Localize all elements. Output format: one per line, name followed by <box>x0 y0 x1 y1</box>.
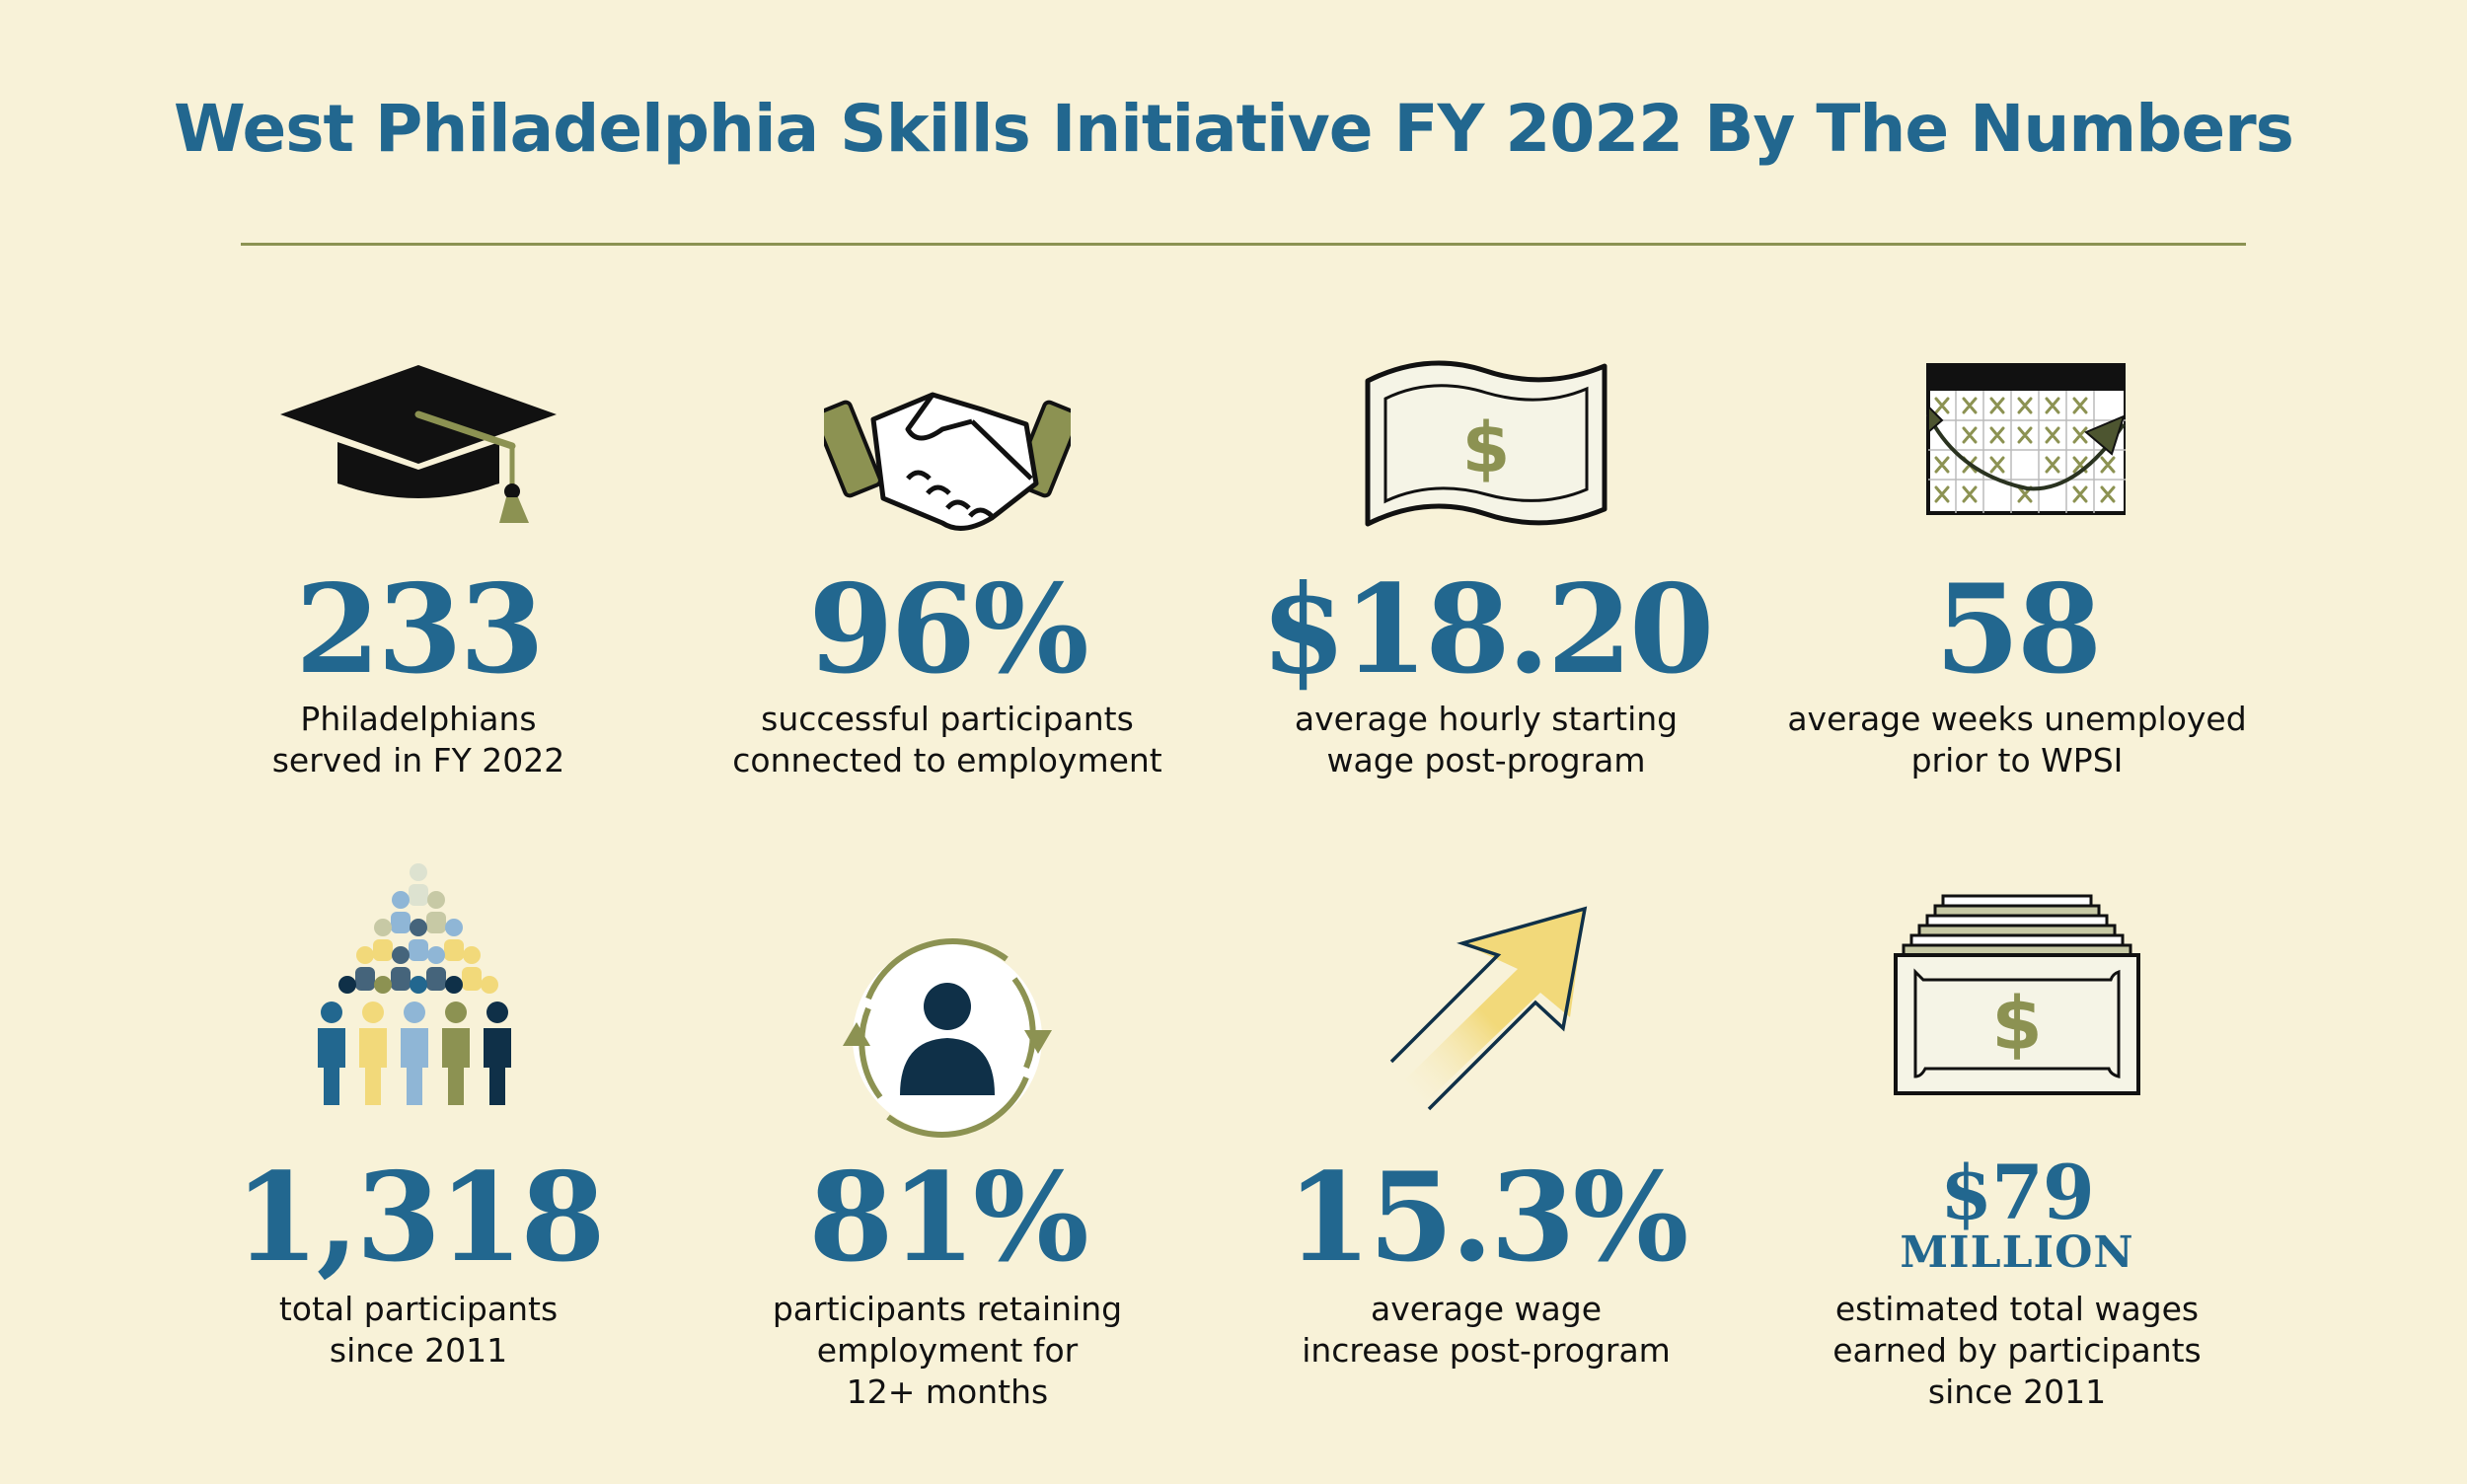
dollar-sign: $ <box>1991 982 2043 1067</box>
stat-wage-increase: 15.3% average wage increase post-program <box>1210 858 1762 1411</box>
stat-hourly-wage: $ $18.20 average hourly starting wage po… <box>1210 326 1762 799</box>
stat-weeks-unemployed: 58 average weeks unemployed prior to WPS… <box>1741 326 2293 799</box>
stat-description: average hourly starting wage post-progra… <box>1294 700 1679 779</box>
stat-description: average weeks unemployed prior to WPSI <box>1787 700 2247 779</box>
stat-participants-served: 233 Philadelphians served in FY 2022 <box>142 326 695 799</box>
page-title: West Philadelphia Skills Initiative FY 2… <box>174 91 2294 167</box>
handshake-icon <box>824 392 1071 531</box>
stat-value: $79 <box>1940 1149 2095 1236</box>
stat-description: estimated total wages earned by particip… <box>1832 1290 2202 1411</box>
stat-description: total participants since 2011 <box>278 1290 559 1370</box>
stat-description: average wage increase post-program <box>1302 1290 1671 1370</box>
stat-value: 81% <box>808 1147 1088 1290</box>
stat-description: Philadelphians served in FY 2022 <box>271 700 565 779</box>
stat-value-unit: MILLION <box>1900 1227 2134 1278</box>
stat-value: 233 <box>295 558 545 702</box>
stat-employment-retention: 81% participants retaining employment fo… <box>671 858 1224 1411</box>
person-cycle-icon <box>843 938 1052 1138</box>
stat-description: successful participants connected to emp… <box>732 700 1162 779</box>
money-stack-icon: $ <box>1894 894 2140 1095</box>
stat-value: $18.20 <box>1260 558 1715 702</box>
stat-value: 1,318 <box>234 1147 605 1290</box>
stat-value: 96% <box>808 558 1088 702</box>
stat-description: participants retaining employment for 12… <box>772 1290 1123 1411</box>
stat-value: 15.3% <box>1286 1147 1689 1290</box>
crowd-icon <box>318 863 511 1105</box>
calendar-icon <box>1926 363 2126 515</box>
up-arrow-icon <box>1389 906 1588 1111</box>
dollar-sign: $ <box>1462 408 1511 488</box>
dollar-bill-icon: $ <box>1365 360 1607 527</box>
stat-total-wages: $ $79 MILLION estimated total wages earn… <box>1741 858 2293 1411</box>
stat-value: 58 <box>1934 558 2103 702</box>
stat-total-participants: 1,318 total participants since 2011 <box>142 858 695 1411</box>
title-divider <box>241 243 2246 246</box>
stat-employment-connected: 96% successful participants connected to… <box>671 326 1224 799</box>
graduation-cap-icon <box>280 365 557 523</box>
